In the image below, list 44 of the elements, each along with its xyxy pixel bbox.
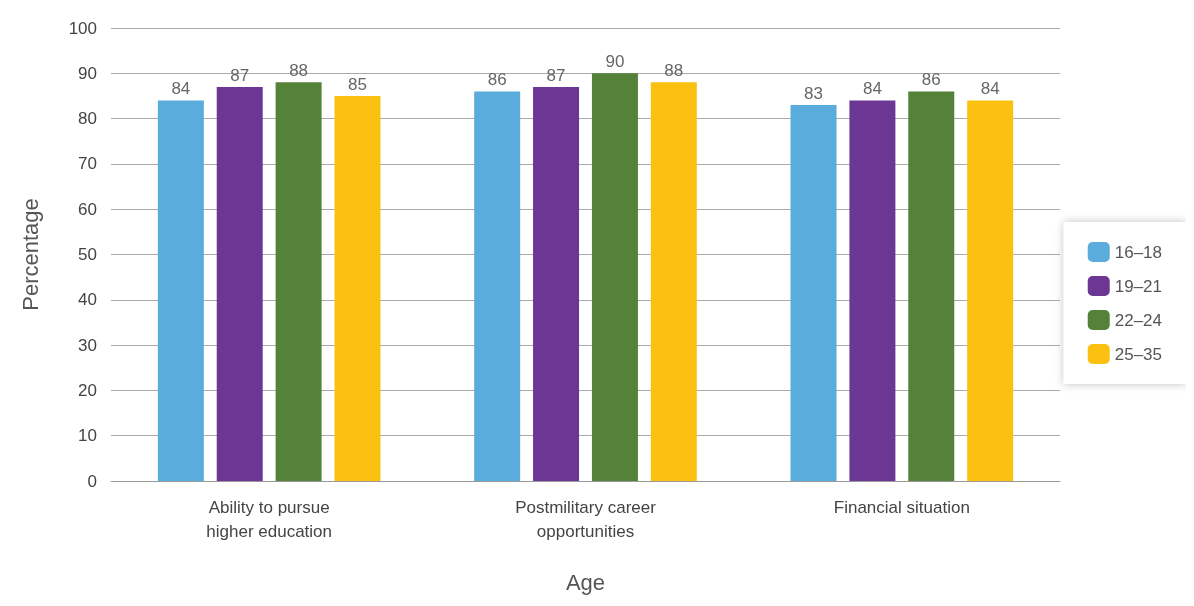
y-tick-label: 60 bbox=[78, 199, 97, 219]
legend-label: 25–35 bbox=[1114, 344, 1163, 364]
bar bbox=[908, 91, 955, 481]
bar bbox=[533, 86, 580, 481]
y-tick-label: 80 bbox=[78, 109, 97, 129]
bar bbox=[275, 82, 322, 481]
legend-label: 16–18 bbox=[1114, 242, 1163, 262]
bar bbox=[157, 100, 204, 481]
y-tick-label: 40 bbox=[78, 290, 97, 310]
bar bbox=[474, 91, 521, 481]
y-tick-label: 90 bbox=[78, 63, 97, 83]
bar bbox=[849, 100, 896, 481]
data-label: 85 bbox=[348, 74, 367, 94]
data-label: 86 bbox=[487, 70, 507, 90]
bar bbox=[216, 86, 263, 481]
y-axis-title: Percentage bbox=[17, 198, 43, 311]
data-label: 84 bbox=[980, 79, 1000, 99]
bar bbox=[650, 82, 697, 481]
data-label: 84 bbox=[862, 79, 882, 99]
data-label: 87 bbox=[230, 65, 250, 85]
data-label: 87 bbox=[546, 65, 566, 85]
y-tick-label: 10 bbox=[78, 426, 97, 446]
legend-label: 19–21 bbox=[1114, 276, 1163, 296]
data-label: 90 bbox=[605, 52, 625, 72]
x-tick-label: Financial situation bbox=[833, 497, 970, 517]
legend-label: 22–24 bbox=[1114, 310, 1163, 330]
bar bbox=[967, 100, 1014, 481]
y-tick-label: 20 bbox=[78, 380, 97, 400]
y-tick-label: 0 bbox=[87, 471, 97, 491]
x-axis-title: Age bbox=[565, 569, 606, 595]
bar bbox=[591, 73, 638, 481]
x-tick-label: Ability to pursue higher education bbox=[206, 497, 333, 541]
bar bbox=[334, 95, 381, 481]
data-label: 83 bbox=[804, 84, 823, 104]
data-label: 88 bbox=[289, 61, 309, 81]
x-tick-label: Postmilitary career opportunities bbox=[515, 497, 657, 541]
y-tick-label: 50 bbox=[78, 245, 97, 264]
y-tick-label: 30 bbox=[78, 335, 97, 355]
y-tick-label: 100 bbox=[68, 18, 97, 38]
data-label: 88 bbox=[664, 61, 684, 81]
data-label: 84 bbox=[171, 79, 191, 99]
bar bbox=[790, 105, 837, 481]
y-tick-label: 70 bbox=[78, 154, 97, 174]
data-label: 86 bbox=[921, 70, 941, 90]
